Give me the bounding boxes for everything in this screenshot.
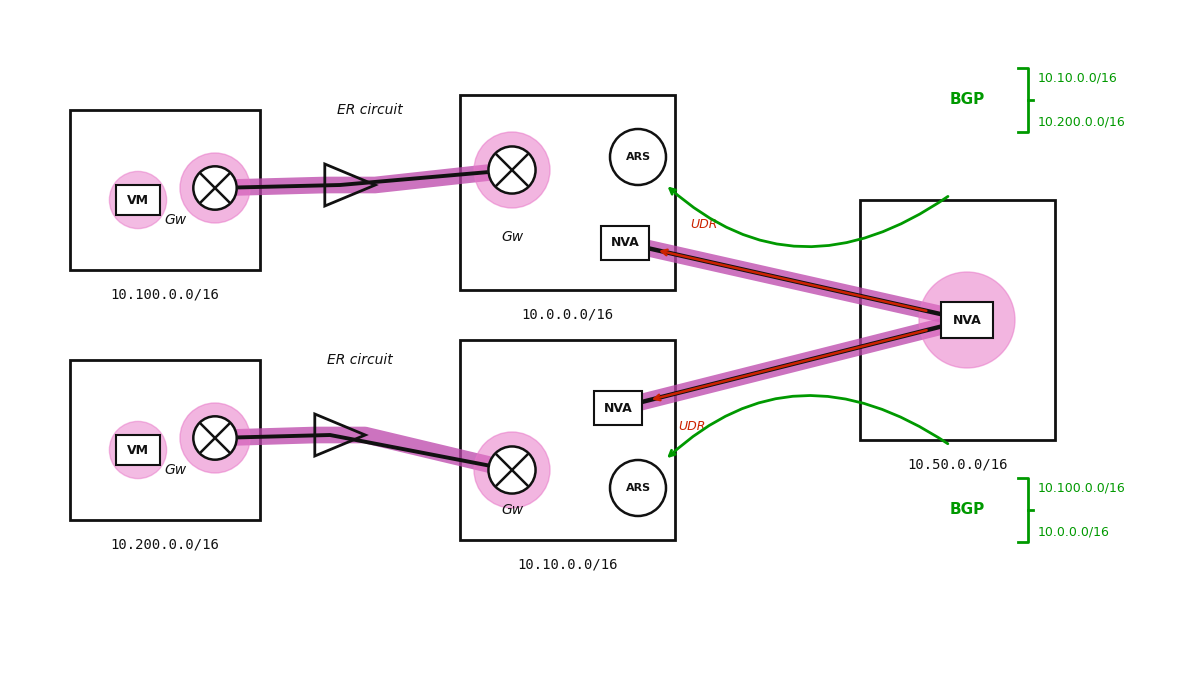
Bar [460,95,674,290]
Bar [601,226,649,260]
Text: 10.10.0.0/16: 10.10.0.0/16 [517,558,618,572]
Circle shape [919,272,1015,368]
Circle shape [109,171,167,229]
Bar [70,360,260,520]
Text: ARS: ARS [625,483,650,493]
Circle shape [488,146,535,194]
Circle shape [610,129,666,185]
Text: 10.100.0.0/16: 10.100.0.0/16 [1038,481,1126,494]
Bar [460,340,674,540]
Text: 10.0.0.0/16: 10.0.0.0/16 [1038,525,1110,538]
Text: BGP: BGP [950,502,985,517]
Text: Gw: Gw [164,463,186,477]
Text: VM: VM [127,194,149,206]
Text: UDR: UDR [690,219,718,232]
Circle shape [193,167,236,210]
Text: NVA: NVA [953,313,982,326]
Text: ER circuit: ER circuit [337,103,403,117]
Text: 10.200.0.0/16: 10.200.0.0/16 [1038,116,1126,129]
Circle shape [474,132,550,208]
Bar [116,435,160,465]
Text: 10.10.0.0/16: 10.10.0.0/16 [1038,72,1117,85]
Text: VM: VM [127,443,149,456]
Bar [860,200,1055,440]
Text: 10.200.0.0/16: 10.200.0.0/16 [110,538,220,552]
Text: Gw: Gw [500,230,523,244]
Circle shape [193,416,236,460]
Circle shape [610,460,666,516]
Circle shape [488,446,535,494]
Bar [594,391,642,424]
Circle shape [180,403,250,473]
Bar [116,185,160,215]
Circle shape [180,153,250,223]
Bar [941,302,994,338]
Text: BGP: BGP [950,93,985,108]
Bar [70,110,260,270]
Text: NVA: NVA [604,401,632,414]
Text: UDR: UDR [678,420,706,433]
Text: ARS: ARS [625,152,650,162]
Circle shape [474,432,550,508]
Text: NVA: NVA [611,236,640,250]
Text: 10.50.0.0/16: 10.50.0.0/16 [907,458,1008,472]
Circle shape [109,421,167,479]
Text: 10.100.0.0/16: 10.100.0.0/16 [110,288,220,302]
Text: Gw: Gw [164,213,186,227]
Text: ER circuit: ER circuit [328,353,392,367]
Text: Gw: Gw [500,503,523,517]
Text: 10.0.0.0/16: 10.0.0.0/16 [522,308,613,322]
